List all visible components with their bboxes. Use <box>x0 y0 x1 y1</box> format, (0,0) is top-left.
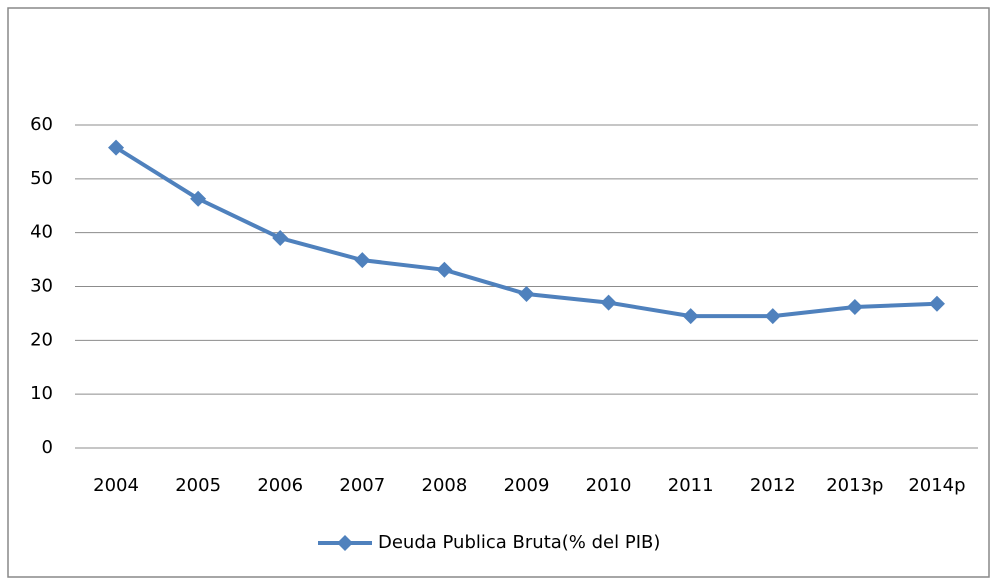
x-tick-label: 2007 <box>339 475 385 496</box>
y-tick-label: 30 <box>30 276 53 297</box>
y-tick-label: 10 <box>30 383 53 404</box>
y-tick-label: 60 <box>30 114 53 135</box>
data-point <box>518 286 535 303</box>
y-tick-label: 50 <box>30 168 53 189</box>
data-point <box>928 295 945 312</box>
data-point <box>354 252 371 269</box>
data-point <box>846 298 863 315</box>
chart-frame <box>7 7 990 578</box>
data-point <box>764 308 781 325</box>
legend-label: Deuda Publica Bruta(% del PIB) <box>378 532 660 553</box>
x-tick-label: 2013p <box>826 475 883 496</box>
data-point <box>600 294 617 311</box>
x-tick-label: 2012 <box>750 475 796 496</box>
y-tick-label: 20 <box>30 329 53 350</box>
x-tick-label: 2009 <box>504 475 550 496</box>
x-tick-label: 2011 <box>668 475 714 496</box>
x-tick-label: 2010 <box>586 475 632 496</box>
data-point <box>190 190 207 207</box>
x-tick-label: 2008 <box>422 475 468 496</box>
y-tick-label: 0 <box>42 437 53 458</box>
data-point <box>436 261 453 278</box>
x-tick-label: 2004 <box>93 475 139 496</box>
x-tick-label: 2006 <box>257 475 303 496</box>
data-point <box>682 308 699 325</box>
data-point <box>108 139 125 156</box>
data-point <box>272 230 289 247</box>
legend-marker <box>337 535 353 551</box>
y-tick-label: 40 <box>30 222 53 243</box>
x-tick-label: 2005 <box>175 475 221 496</box>
x-tick-label: 2014p <box>908 475 965 496</box>
